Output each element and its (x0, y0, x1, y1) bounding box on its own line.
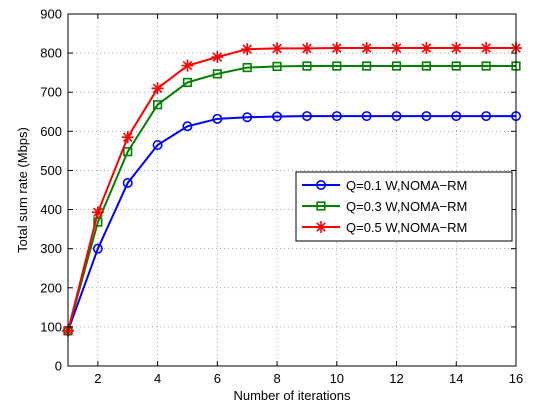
circle-marker (331, 111, 342, 122)
star-marker (315, 221, 327, 233)
series-line (67, 65, 516, 332)
legend-item: Q=0.3 W,NOMA−RM (302, 199, 467, 214)
legend: Q=0.1 W,NOMA−RM Q=0.3 W,NOMA−RM Q=0.5 W,NO… (295, 171, 513, 242)
x-tick-label: 10 (330, 371, 344, 386)
y-tick-label: 700 (40, 85, 62, 100)
circle-marker (421, 111, 432, 122)
legend-item: Q=0.1 W,NOMA−RM (302, 178, 467, 193)
square-marker (421, 61, 432, 71)
circle-marker (152, 140, 163, 151)
square-marker (451, 61, 461, 71)
star-marker (121, 131, 134, 144)
series-line (67, 115, 516, 332)
y-axis-label: Total sum rate (Mbps) (15, 127, 30, 253)
circle-marker (242, 112, 253, 123)
legend-label: Q=0.1 W,NOMA−RM (346, 178, 467, 193)
circle-marker (481, 111, 492, 122)
circle-marker (182, 121, 193, 132)
x-tick-label: 16 (509, 371, 523, 386)
y-tick-label: 500 (40, 163, 62, 178)
square-marker (481, 61, 491, 71)
square-marker (391, 61, 402, 71)
circle-marker (212, 113, 223, 124)
grid (68, 14, 516, 366)
x-tick-label: 2 (94, 371, 101, 386)
star-marker (330, 42, 343, 55)
star-marker (420, 42, 433, 55)
square-marker (212, 69, 222, 79)
circle-marker (272, 111, 283, 122)
legend-label: Q=0.5 W,NOMA−RM (346, 220, 467, 235)
plot-frame (67, 13, 517, 367)
circle-marker (361, 111, 372, 122)
star-marker (360, 42, 373, 55)
square-marker (316, 201, 326, 211)
star-marker (91, 206, 104, 219)
star-marker (241, 43, 254, 56)
star-marker (450, 42, 463, 55)
x-axis-label: Number of iterations (233, 388, 351, 403)
star-marker (300, 42, 313, 55)
legend-label: Q=0.3 W,NOMA−RM (346, 199, 467, 214)
legend-item: Q=0.5 W,NOMA−RM (302, 220, 467, 235)
y-tick-label: 0 (55, 359, 62, 374)
x-tick-label: 12 (389, 371, 403, 386)
x-tick-label: 4 (154, 371, 161, 386)
star-marker (390, 42, 403, 55)
square-marker (123, 147, 133, 157)
axis-ticks: 0 100 200 300 400 500 600 700 800 900 2 4 6 8 10 12 14 16 (40, 7, 523, 387)
star-marker (211, 51, 224, 64)
y-tick-label: 600 (40, 124, 62, 139)
square-marker (302, 61, 312, 71)
y-tick-label: 900 (40, 7, 62, 22)
square-marker (182, 77, 193, 88)
square-marker (153, 100, 163, 110)
series-line (67, 47, 516, 332)
circle-marker (391, 111, 402, 122)
y-tick-label: 800 (40, 46, 62, 61)
x-tick-label: 8 (273, 371, 280, 386)
y-tick-label: 100 (40, 319, 62, 334)
square-marker (332, 61, 342, 71)
circle-marker (92, 243, 103, 254)
star-marker (480, 42, 493, 55)
star-marker (271, 42, 284, 55)
square-marker (272, 61, 282, 72)
circle-marker (315, 180, 326, 191)
circle-marker (451, 111, 462, 122)
star-marker (151, 82, 164, 95)
series-1 (62, 111, 521, 336)
y-tick-label: 300 (40, 241, 62, 256)
y-tick-label: 200 (40, 280, 62, 295)
circle-marker (122, 177, 133, 188)
square-marker (242, 62, 252, 73)
x-tick-label: 14 (449, 371, 463, 386)
series-2 (63, 61, 521, 336)
circle-marker (301, 111, 312, 122)
y-tick-label: 400 (40, 202, 62, 217)
star-marker (181, 59, 194, 72)
x-tick-label: 6 (214, 371, 221, 386)
square-marker (362, 61, 372, 71)
